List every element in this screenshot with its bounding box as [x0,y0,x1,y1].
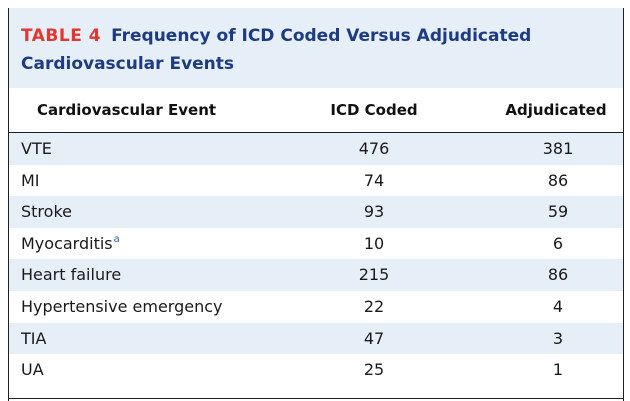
event-label: VTE [21,139,52,158]
row-icd-cell: 25 [363,360,385,380]
column-header-icd-coded: ICD Coded [330,101,418,119]
footnote-marker[interactable]: a [113,234,120,246]
event-label: Stroke [21,202,72,222]
table-row: Heart failure 215 86 [9,259,623,291]
event-label: Heart failure [21,265,122,285]
row-adjudicated-cell: 86 [547,170,569,190]
table-title-line-2: Cardiovascular Events [21,54,235,74]
event-label: UA [21,360,44,380]
row-adjudicated-cell: 1 [552,360,564,380]
row-icd-cell: 476 [358,139,390,158]
event-label: MI [21,170,40,190]
row-adjudicated-cell: 86 [547,265,569,285]
table-bottom-rule [9,398,623,399]
table-number: TABLE 4 [21,26,102,46]
row-event-cell: TIA [21,323,46,355]
row-event-cell: UA [21,354,44,386]
column-header-adjudicated: Adjudicated [505,101,607,119]
table-caption: TABLE 4 Frequency of ICD Coded Versus Adj… [9,8,623,88]
table-row: Myocarditisa 10 6 [9,228,623,260]
row-event-cell: VTE [21,133,52,165]
table-row: MI 74 86 [9,165,623,197]
table-row: TIA 47 3 [9,322,623,355]
event-label: Hypertensive emergency [21,296,223,316]
row-event-cell: Stroke [21,196,72,228]
row-icd-cell: 215 [358,265,390,285]
row-icd-cell: 74 [363,170,385,190]
row-adjudicated-cell: 381 [542,139,574,158]
row-icd-cell: 47 [363,328,385,348]
table-header-row: Cardiovascular Event ICD Coded Adjudicat… [9,88,623,133]
table-row: Stroke 93 59 [9,196,623,228]
table-body: VTE 476 381 MI 74 86 Stroke 93 59 Myocar… [9,133,623,386]
row-event-cell: Myocarditisa [21,228,120,260]
table-row: UA 25 1 [9,354,623,386]
row-adjudicated-cell: 59 [547,202,569,222]
data-table: TABLE 4 Frequency of ICD Coded Versus Adj… [8,8,624,401]
table-title-line-1: Frequency of ICD Coded Versus Adjudicate… [111,26,532,46]
table-row: VTE 476 381 [9,133,623,165]
row-event-cell: Hypertensive emergency [21,291,223,323]
row-icd-cell: 10 [363,233,385,253]
column-header-event: Cardiovascular Event [37,101,217,119]
event-label: Myocarditis [21,233,113,253]
row-icd-cell: 22 [363,296,385,316]
row-event-cell: Heart failure [21,259,121,291]
row-adjudicated-cell: 6 [552,233,564,253]
row-adjudicated-cell: 4 [552,296,564,316]
row-event-cell: MI [21,165,40,197]
row-icd-cell: 93 [363,202,385,222]
row-adjudicated-cell: 3 [552,328,564,348]
table-row: Hypertensive emergency 22 4 [9,291,623,323]
event-label: TIA [21,328,47,348]
